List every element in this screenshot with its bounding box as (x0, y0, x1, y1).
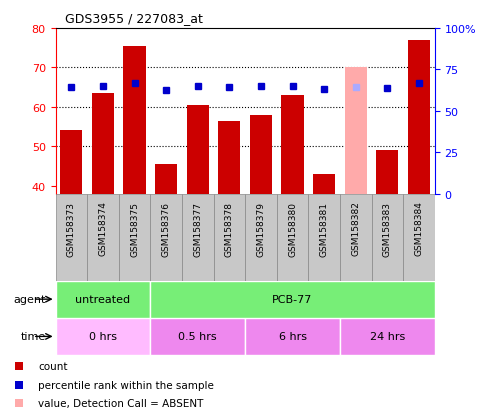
Bar (87, 194, 119, 281)
Text: GSM158380: GSM158380 (288, 201, 297, 256)
Bar (150, 318, 245, 355)
Text: GSM158384: GSM158384 (414, 201, 424, 256)
Text: 24 hrs: 24 hrs (369, 332, 405, 342)
Bar (124, 47, 145, 194)
Bar (56, 194, 87, 281)
Text: agent: agent (14, 294, 46, 304)
Text: GSM158383: GSM158383 (383, 201, 392, 256)
Bar (313, 174, 335, 194)
Text: time: time (21, 332, 46, 342)
Bar (340, 194, 371, 281)
Bar (119, 194, 150, 281)
Text: count: count (38, 361, 68, 371)
Bar (250, 116, 272, 194)
Text: GDS3955 / 227083_at: GDS3955 / 227083_at (65, 12, 203, 24)
Bar (371, 194, 403, 281)
Bar (308, 194, 340, 281)
Bar (56, 281, 150, 318)
Text: 6 hrs: 6 hrs (279, 332, 307, 342)
Text: PCB-77: PCB-77 (272, 294, 313, 304)
Bar (186, 106, 209, 194)
Bar (56, 318, 150, 355)
Bar (408, 41, 430, 194)
Bar (245, 318, 340, 355)
Bar (277, 194, 308, 281)
Bar (245, 194, 277, 281)
Bar (340, 318, 435, 355)
Bar (150, 194, 182, 281)
Text: GSM158375: GSM158375 (130, 201, 139, 256)
Text: GSM158373: GSM158373 (67, 201, 76, 256)
Text: 0.5 hrs: 0.5 hrs (178, 332, 217, 342)
Text: value, Detection Call = ABSENT: value, Detection Call = ABSENT (38, 399, 203, 408)
Text: GSM158381: GSM158381 (320, 201, 328, 256)
Text: GSM158379: GSM158379 (256, 201, 266, 256)
Text: GSM158376: GSM158376 (162, 201, 170, 256)
Bar (150, 281, 435, 318)
Bar (60, 131, 83, 194)
Bar (155, 165, 177, 194)
Bar (92, 94, 114, 194)
Text: untreated: untreated (75, 294, 130, 304)
Bar (213, 194, 245, 281)
Text: GSM158377: GSM158377 (193, 201, 202, 256)
Bar (182, 194, 213, 281)
Text: percentile rank within the sample: percentile rank within the sample (38, 380, 214, 390)
Text: GSM158382: GSM158382 (351, 201, 360, 256)
Text: GSM158374: GSM158374 (99, 201, 107, 256)
Bar (345, 68, 367, 194)
Bar (218, 121, 241, 194)
Text: 0 hrs: 0 hrs (89, 332, 117, 342)
Bar (403, 194, 435, 281)
Text: GSM158378: GSM158378 (225, 201, 234, 256)
Bar (376, 151, 398, 194)
Bar (282, 96, 304, 194)
